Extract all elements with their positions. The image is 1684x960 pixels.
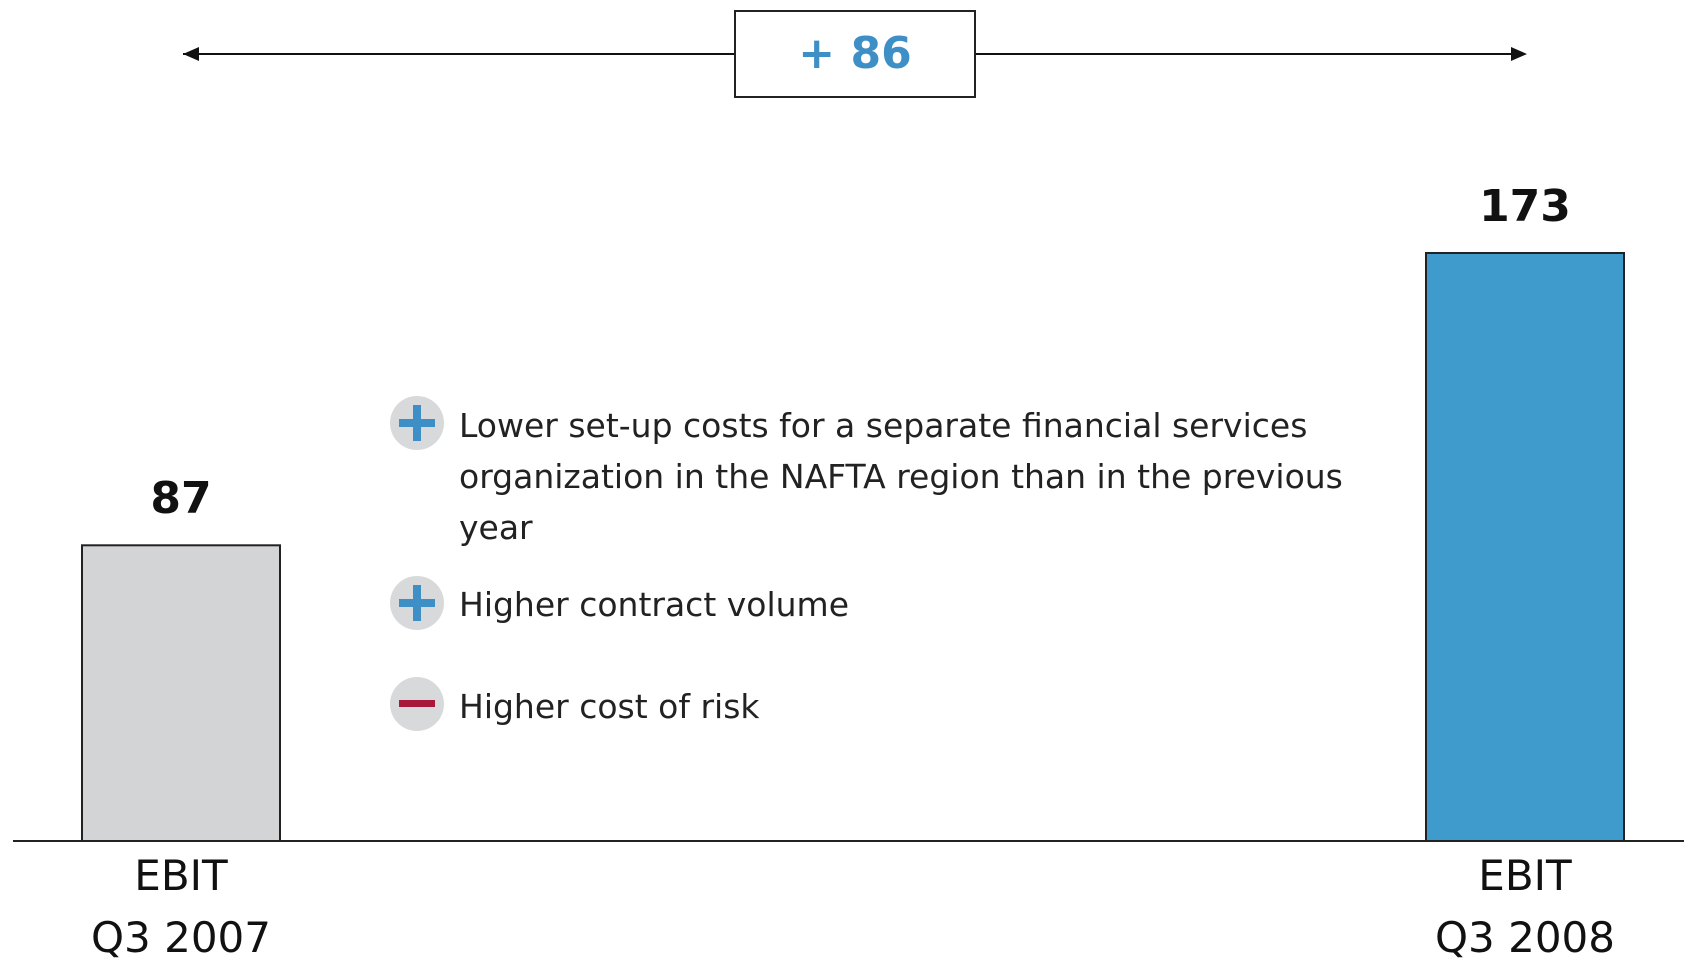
annotation-box (734, 10, 976, 98)
value-label: 173 (1479, 181, 1571, 232)
annotation: + 86 (798, 28, 912, 79)
note: Higher cost of risk (459, 687, 760, 726)
note: Lower set-up costs for a separate financ… (459, 406, 1343, 547)
plus-icon (390, 576, 444, 630)
bar (81, 544, 281, 843)
arrow-head (1511, 47, 1527, 61)
plus-icon (390, 396, 444, 450)
x-tick-label: EBIT Q3 2008 (1434, 851, 1616, 960)
bar (1425, 252, 1625, 842)
arrow-head (183, 47, 199, 61)
minus-icon (390, 677, 444, 731)
value-label: 87 (150, 473, 212, 525)
note: Higher contract volume (459, 585, 850, 624)
x-tick-label: EBIT Q3 2007 (90, 851, 272, 960)
